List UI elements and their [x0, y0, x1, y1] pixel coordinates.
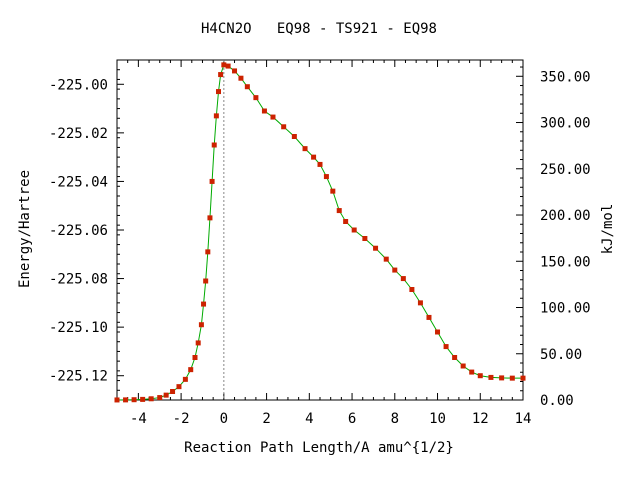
- data-point: [163, 392, 169, 398]
- x-tick-label: -4: [130, 411, 147, 427]
- axes: -4 -2 0 2 4 6 8 10 12 14 -225.12 -225.10 -225.08 -225…: [49, 59, 591, 427]
- data-point: [330, 188, 336, 194]
- data-point: [238, 75, 244, 81]
- y2-tick-label: 50.00: [540, 347, 582, 363]
- data-point: [460, 363, 466, 369]
- data-point: [261, 108, 267, 114]
- y-tick-label: -225.08: [49, 272, 108, 288]
- data-point: [383, 256, 389, 262]
- x-tick-label: 10: [429, 411, 446, 427]
- y-tick-label: -225.12: [49, 369, 108, 385]
- data-point: [232, 68, 238, 74]
- data-point: [192, 355, 198, 360]
- data-point: [209, 178, 215, 184]
- data-point: [435, 329, 441, 335]
- data-point: [140, 396, 146, 402]
- data-point: [170, 389, 176, 394]
- data-point: [114, 397, 120, 403]
- y2-tick-label: 350.00: [540, 69, 591, 85]
- x-tick-label: 14: [515, 411, 532, 427]
- data-point: [218, 72, 224, 78]
- data-point: [195, 340, 201, 346]
- x-tick-label: 6: [348, 411, 356, 427]
- data-point: [201, 301, 207, 307]
- x-axis-label: Reaction Path Length/A amu^{1/2}: [184, 440, 454, 456]
- data-point: [452, 355, 458, 360]
- data-point: [343, 219, 349, 224]
- data-point: [499, 375, 505, 381]
- y-axis-label: Energy/Hartree: [17, 170, 33, 288]
- data-point: [270, 114, 276, 120]
- data-point: [205, 249, 211, 255]
- data-point: [198, 322, 204, 328]
- data-point: [176, 384, 182, 390]
- data-point: [469, 369, 475, 375]
- data-point: [157, 395, 163, 401]
- x-tick-label: 8: [391, 411, 399, 427]
- data-point: [351, 227, 357, 233]
- data-point: [207, 215, 213, 221]
- data-point: [477, 373, 483, 379]
- plot-frame: [116, 59, 524, 401]
- data-point: [400, 276, 406, 282]
- data-point: [311, 154, 317, 160]
- data-point: [281, 124, 287, 130]
- data-point: [123, 397, 129, 403]
- y-tick-label: -225.10: [49, 320, 108, 336]
- y2-tick-label: 100.00: [540, 301, 591, 317]
- data-point: [409, 287, 415, 292]
- data-point: [182, 376, 188, 382]
- y-tick-label: -225.06: [49, 223, 108, 239]
- chart-title: H4CN2O EQ98 - TS921 - EQ98: [201, 21, 437, 37]
- data-point: [225, 63, 231, 69]
- data-point: [244, 84, 250, 90]
- data-point: [509, 375, 515, 381]
- data-point: [188, 367, 194, 373]
- y2-tick-label: 200.00: [540, 208, 591, 224]
- data-point: [417, 300, 423, 306]
- x-tick-label: 4: [305, 411, 313, 427]
- y2-tick-label: 300.00: [540, 116, 591, 132]
- data-point: [291, 134, 297, 139]
- y2-tick-label: 0.00: [540, 393, 574, 409]
- data-point: [213, 113, 219, 119]
- series-line: [116, 64, 523, 401]
- y2-tick-label: 150.00: [540, 254, 591, 270]
- data-point: [520, 375, 526, 381]
- data-point: [211, 142, 217, 148]
- x-tick-label: 2: [262, 411, 270, 427]
- data-marks: [114, 60, 526, 403]
- y2-tick-label: 250.00: [540, 162, 591, 178]
- data-point: [148, 396, 154, 402]
- data-point: [443, 344, 449, 350]
- data-point: [131, 397, 137, 403]
- data-point: [216, 89, 221, 95]
- data-point: [221, 62, 227, 68]
- y-tick-label: -225.02: [49, 126, 108, 142]
- y-tick-label: -225.00: [49, 77, 108, 93]
- data-point: [488, 374, 494, 380]
- data-point: [336, 208, 342, 214]
- x-tick-label: 0: [220, 411, 228, 427]
- data-point: [302, 146, 308, 152]
- y2-axis-label: kJ/mol: [600, 204, 616, 255]
- data-point: [203, 278, 209, 284]
- x-tick-label: -2: [173, 411, 190, 427]
- data-point: [373, 245, 379, 251]
- x-tick-label: 12: [472, 411, 489, 427]
- data-point: [317, 161, 323, 167]
- data-point: [392, 267, 398, 273]
- y-tick-label: -225.04: [49, 174, 108, 190]
- data-point: [362, 236, 368, 241]
- data-point: [323, 174, 329, 180]
- data-point: [253, 95, 259, 101]
- data-point: [426, 314, 432, 320]
